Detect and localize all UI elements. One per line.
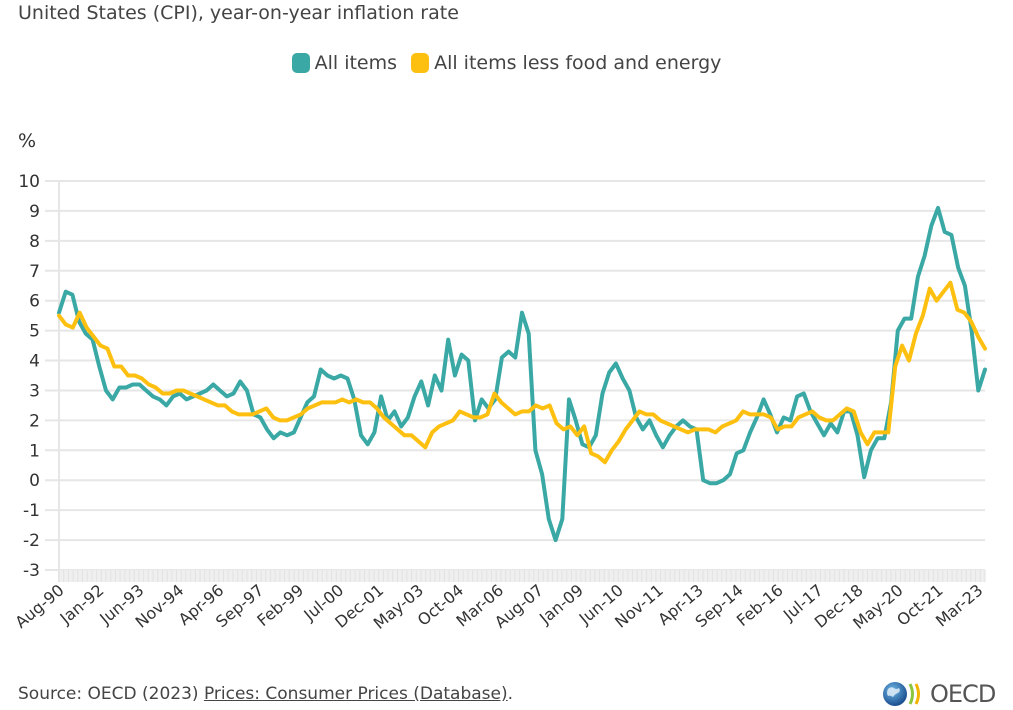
source-note: Source: OECD (2023) Prices: Consumer Pri… (18, 684, 513, 704)
y-tick-label: 7 (29, 262, 40, 282)
series-line-all-items (57, 205, 987, 543)
y-tick-label: 4 (29, 352, 40, 372)
source-link[interactable]: Prices: Consumer Prices (Database) (203, 684, 508, 704)
x-tick-label: Feb-99 (253, 581, 307, 631)
y-tick-label: 8 (29, 232, 40, 252)
legend-label-all-items: All items (314, 52, 398, 74)
x-tick-label: Jan-92 (56, 581, 108, 629)
y-tick-label: 3 (29, 381, 40, 401)
legend-item-core[interactable]: All items less food and energy (411, 52, 721, 74)
oecd-globe-icon (883, 682, 920, 706)
x-tick-label: Aug-90 (11, 581, 67, 632)
source-prefix: Source: OECD (2023) (18, 684, 204, 704)
y-tick-label: -2 (23, 531, 40, 551)
x-axis-band (59, 570, 985, 582)
y-tick-label: 0 (29, 471, 40, 491)
y-tick-label: 9 (29, 202, 40, 222)
series-lines (57, 205, 987, 543)
x-tick-label: Feb-16 (733, 581, 787, 631)
y-tick-label: 2 (29, 411, 40, 431)
legend-swatch-all-items (291, 53, 310, 73)
x-tick-label: Jan-09 (535, 581, 587, 629)
legend-swatch-core (411, 53, 430, 73)
series-line-core (57, 280, 987, 465)
legend-item-all-items[interactable]: All items (291, 52, 398, 74)
y-tick-label: -3 (23, 561, 40, 581)
y-axis-unit: % (18, 130, 37, 152)
oecd-logo: OECD (882, 680, 996, 708)
legend: All items All items less food and energy (0, 52, 1013, 78)
chart-title: United States (CPI), year-on-year inflat… (18, 2, 459, 24)
y-tick-label: 1 (29, 441, 40, 461)
legend-label-core: All items less food and energy (434, 52, 722, 74)
y-tick-label: 6 (29, 292, 40, 312)
oecd-logo-text: OECD (930, 680, 996, 708)
y-tick-label: 10 (18, 172, 40, 192)
source-suffix: . (507, 684, 514, 704)
x-axis: Aug-90Jan-92Jun-93Nov-94Apr-96Sep-97Feb-… (11, 570, 987, 633)
y-tick-label: -1 (23, 501, 40, 521)
gridlines (45, 180, 985, 582)
y-tick-label: 5 (29, 322, 40, 342)
